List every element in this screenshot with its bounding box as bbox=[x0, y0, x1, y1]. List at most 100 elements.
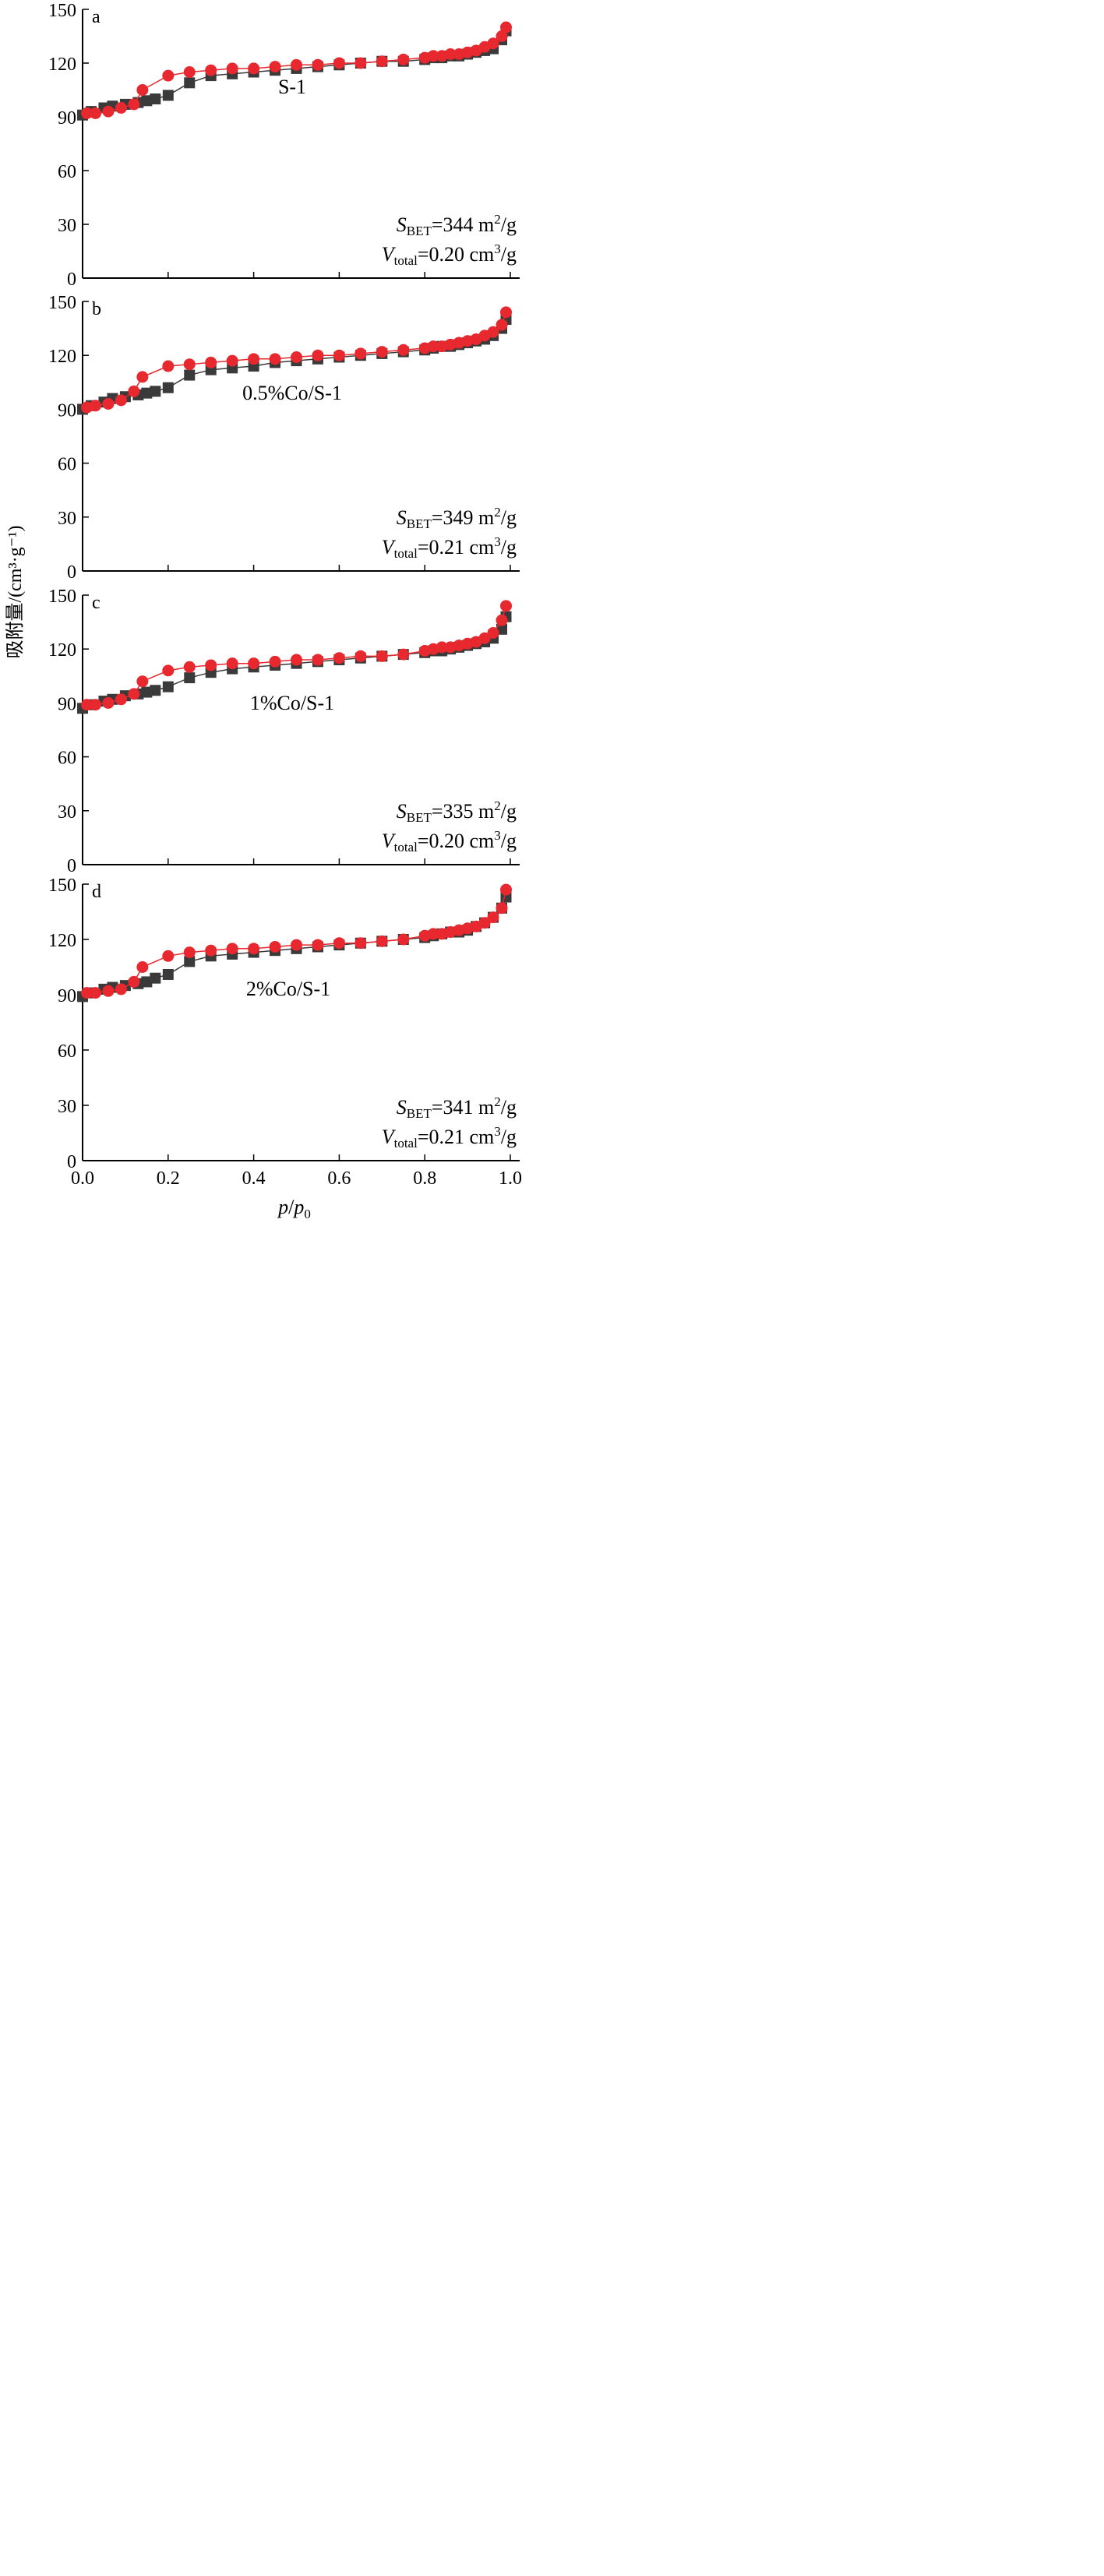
x-tick-label: 0.4 bbox=[242, 1168, 266, 1189]
data-point-square bbox=[141, 686, 153, 698]
data-point-circle bbox=[500, 883, 513, 896]
data-point-circle bbox=[269, 655, 281, 668]
surface-area-annotation: SBET=341 m2/g bbox=[397, 1094, 517, 1121]
panel-letter: d bbox=[92, 882, 101, 902]
data-point-circle bbox=[312, 349, 324, 361]
y-tick-label: 150 bbox=[48, 1, 76, 21]
data-point-circle bbox=[205, 944, 217, 957]
y-tick-label: 120 bbox=[48, 347, 76, 367]
data-point-circle bbox=[397, 933, 410, 946]
data-point-circle bbox=[427, 928, 439, 940]
data-point-circle bbox=[102, 397, 115, 410]
ann-s-value: =349 m bbox=[432, 506, 494, 529]
ann-s-unit-sup: 2 bbox=[494, 1094, 501, 1109]
data-point-circle bbox=[291, 58, 302, 71]
data-point-circle bbox=[80, 699, 93, 711]
y-tick-label: 90 bbox=[58, 986, 76, 1006]
x-tick-label: 1.0 bbox=[499, 1168, 521, 1189]
ann-s-value: =335 m bbox=[432, 800, 494, 823]
data-point-circle bbox=[248, 62, 260, 75]
data-point-circle bbox=[89, 400, 101, 412]
data-point-circle bbox=[89, 107, 101, 119]
data-point-circle bbox=[128, 385, 140, 397]
data-point-square bbox=[184, 77, 196, 89]
data-point-square bbox=[141, 95, 153, 107]
x-axis-title-index: 0 bbox=[304, 1207, 311, 1221]
ann-v-symbol: V bbox=[382, 1126, 397, 1148]
data-point-circle bbox=[226, 943, 238, 955]
y-tick-label: 30 bbox=[58, 509, 76, 529]
ann-v-unit-tail: /g bbox=[501, 243, 517, 266]
data-point-circle bbox=[427, 50, 439, 62]
ann-s-subscript: BET bbox=[407, 1106, 432, 1121]
data-point-circle bbox=[291, 351, 302, 364]
ann-s-unit-tail: /g bbox=[501, 800, 517, 823]
data-point-circle bbox=[500, 306, 513, 319]
panel-letter: b bbox=[92, 299, 101, 319]
sample-label: S-1 bbox=[278, 76, 306, 98]
y-tick-label: 90 bbox=[58, 400, 76, 421]
data-point-circle bbox=[333, 349, 345, 361]
data-point-circle bbox=[248, 657, 260, 670]
data-point-circle bbox=[354, 347, 367, 360]
x-tick-label: 0.2 bbox=[157, 1168, 180, 1189]
data-point-circle bbox=[376, 55, 388, 68]
sample-label: 0.5%Co/S-1 bbox=[242, 382, 342, 404]
y-tick-label: 60 bbox=[58, 1041, 76, 1062]
ann-v-value: =0.20 cm bbox=[418, 243, 494, 266]
pore-volume-annotation: Vtotal=0.21 cm3/g bbox=[382, 534, 517, 561]
data-point-square bbox=[150, 93, 161, 104]
data-point-circle bbox=[333, 57, 345, 69]
ann-v-subscript: total bbox=[394, 546, 418, 561]
ann-s-unit-sup: 2 bbox=[494, 505, 501, 520]
ann-v-unit-sup: 3 bbox=[494, 534, 501, 549]
data-point-circle bbox=[183, 661, 196, 673]
data-point-circle bbox=[115, 394, 127, 407]
ann-s-symbol: S bbox=[397, 800, 407, 823]
ann-v-subscript: total bbox=[394, 253, 418, 268]
data-point-circle bbox=[376, 650, 388, 662]
isotherm-figure: 吸附量/(cm³·g⁻¹) p/p0 1501209060300aS-1SBET… bbox=[5, 1, 521, 1221]
data-point-circle bbox=[487, 911, 499, 924]
ann-s-unit-tail: /g bbox=[501, 506, 517, 529]
data-point-square bbox=[184, 369, 196, 381]
ann-v-symbol: V bbox=[382, 830, 397, 852]
y-axis-title: 吸附量/(cm³·g⁻¹) bbox=[5, 525, 26, 658]
data-point-square bbox=[150, 972, 161, 984]
data-point-square bbox=[496, 623, 508, 635]
data-point-circle bbox=[183, 358, 196, 371]
sample-label: 1%Co/S-1 bbox=[250, 692, 334, 714]
ann-v-symbol: V bbox=[382, 536, 397, 559]
x-axis-title-main: p bbox=[277, 1196, 288, 1218]
data-point-square bbox=[162, 681, 174, 692]
data-point-circle bbox=[291, 939, 302, 951]
x-axis-title-base: p bbox=[292, 1196, 304, 1218]
ann-v-value: =0.21 cm bbox=[418, 536, 494, 559]
data-point-circle bbox=[80, 987, 93, 999]
data-point-square bbox=[184, 956, 196, 967]
pore-volume-annotation: Vtotal=0.20 cm3/g bbox=[382, 241, 517, 268]
y-tick-label: 90 bbox=[58, 108, 76, 129]
ann-s-subscript: BET bbox=[407, 516, 432, 531]
data-point-circle bbox=[500, 21, 513, 33]
data-point-circle bbox=[312, 58, 324, 71]
data-point-circle bbox=[354, 937, 367, 950]
ann-v-value: =0.21 cm bbox=[418, 1126, 494, 1148]
data-point-square bbox=[162, 90, 174, 101]
pore-volume-annotation: Vtotal=0.21 cm3/g bbox=[382, 1124, 517, 1151]
data-point-circle bbox=[89, 987, 101, 999]
ann-v-unit-sup: 3 bbox=[494, 828, 501, 843]
data-point-circle bbox=[444, 48, 457, 60]
data-point-circle bbox=[269, 353, 281, 365]
data-point-circle bbox=[427, 340, 439, 353]
data-point-circle bbox=[162, 360, 175, 372]
data-point-circle bbox=[496, 614, 508, 626]
data-point-circle bbox=[291, 654, 302, 666]
y-tick-label: 30 bbox=[58, 216, 76, 236]
data-point-circle bbox=[226, 62, 238, 75]
x-tick-label: 0.6 bbox=[327, 1168, 351, 1189]
data-point-circle bbox=[312, 939, 324, 951]
